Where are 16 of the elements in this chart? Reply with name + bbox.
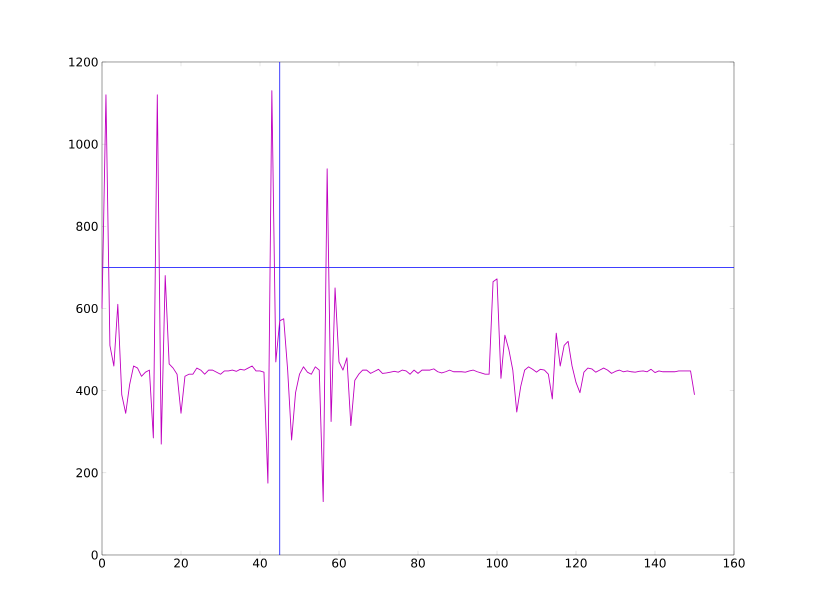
x-tick-label: 40 — [252, 558, 267, 568]
x-tick-label: 140 — [644, 558, 666, 568]
y-tick-label: 600 — [76, 304, 98, 314]
x-tick-label: 100 — [486, 558, 508, 568]
y-tick-label: 0 — [92, 550, 98, 560]
x-tick-label: 20 — [174, 558, 188, 568]
y-tick-label: 800 — [76, 222, 98, 231]
y-tick-label: 400 — [76, 386, 98, 396]
x-tick-label: 120 — [566, 558, 587, 568]
y-tick-label: 200 — [76, 468, 98, 478]
x-tick-label: 0 — [98, 558, 106, 568]
x-tick-label: 80 — [411, 558, 425, 568]
x-tick-label: 160 — [724, 558, 745, 568]
x-tick-label: 60 — [332, 558, 346, 568]
y-tick-label: 1200 — [69, 57, 98, 67]
y-tick-label: 1000 — [69, 140, 98, 149]
